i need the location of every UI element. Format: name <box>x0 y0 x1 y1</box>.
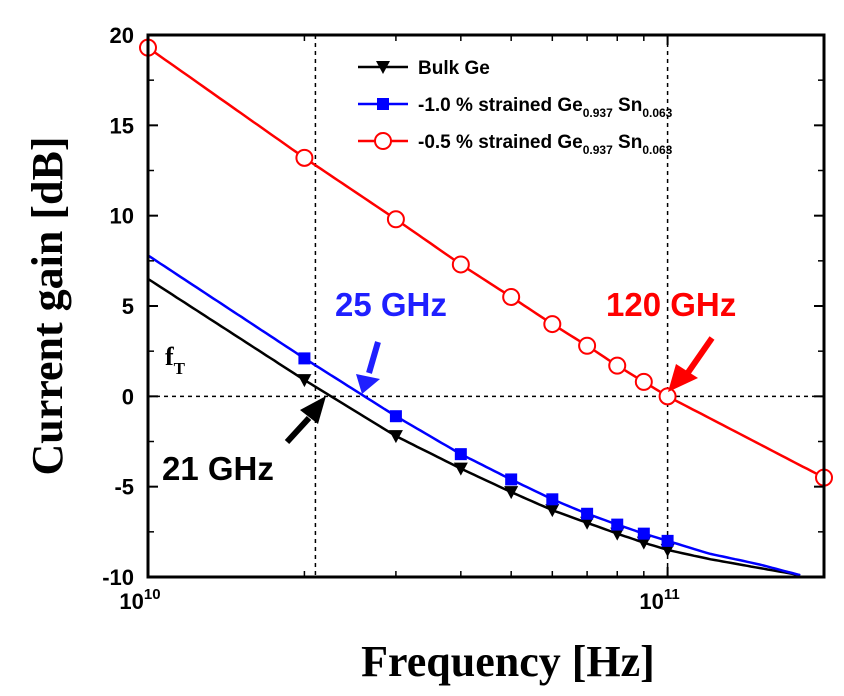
series-1-marker-2 <box>388 430 403 444</box>
ft-label-sub: T <box>174 359 186 378</box>
y-tick-label-6: 20 <box>110 23 134 48</box>
y-tick-label-1: -5 <box>114 475 134 500</box>
x-tick-label-0: 1010 <box>119 586 160 614</box>
legend-label-1-0-mid: Sn <box>613 95 643 116</box>
series-2-marker-7 <box>611 518 624 531</box>
x-tick-label-base-0: 10 <box>119 589 143 614</box>
legend-label-1-0-strained: -1.0 % strained Ge0.937 Sn0.063 <box>418 95 673 120</box>
x-tick-label-exp-0: 10 <box>144 586 161 603</box>
series-1-marker-9 <box>660 543 675 557</box>
series-2-marker-1 <box>298 352 311 365</box>
series-1-marker-5 <box>545 504 560 518</box>
legend-label-0-5-mid: Sn <box>613 132 643 153</box>
legend-label-0-5-sub1: 0.937 <box>583 143 613 157</box>
y-tick-label-2: 0 <box>122 384 134 409</box>
y-tick-label-4: 10 <box>110 204 134 229</box>
series-2-marker-8 <box>637 527 650 540</box>
series-3-marker-6 <box>543 315 562 334</box>
legend-label-1-0-sub2: 0.063 <box>642 106 672 120</box>
series-3-marker-2 <box>295 148 314 167</box>
series-2-marker-2 <box>389 410 402 423</box>
x-tick-label-exp-1: 11 <box>664 586 680 603</box>
legend-label-1-0-main: -1.0 % strained Ge <box>418 95 583 116</box>
arrow-21ghz-head <box>300 396 326 424</box>
arrow-25ghz-head <box>356 374 380 394</box>
series-2-marker-6 <box>581 507 594 520</box>
series-3-marker-8 <box>608 356 627 375</box>
y-tick-label-5: 15 <box>110 113 134 138</box>
x-tick-label-base-1: 10 <box>639 589 663 614</box>
annotation-120ghz-label: 120 GHz <box>606 286 736 323</box>
series-1-marker-7 <box>610 527 625 541</box>
legend-label-0-5-main: -0.5 % strained Ge <box>418 132 583 153</box>
series-2-marker-9 <box>661 534 674 547</box>
series-2-marker-3 <box>454 448 467 461</box>
series-layer <box>148 46 824 577</box>
marker-layer <box>139 38 833 557</box>
arrow-120ghz-head <box>668 364 698 392</box>
series-line-2 <box>148 254 801 577</box>
legend-marker-0-5-strained <box>374 132 392 150</box>
annotation-25ghz: 25 GHz <box>335 286 447 394</box>
y-tick-label-3: 5 <box>122 294 134 319</box>
series-line-3 <box>148 46 824 479</box>
series-3-marker-4 <box>451 255 470 274</box>
ft-label: fT <box>165 342 186 378</box>
series-2-marker-5 <box>546 493 559 506</box>
legend-marker-1-0-strained <box>377 98 389 110</box>
reference-lines <box>148 35 824 577</box>
series-1-marker-1 <box>297 374 312 388</box>
legend-label-0-5-strained: -0.5 % strained Ge0.937 Sn0.063 <box>418 132 673 157</box>
legend-label-1-0-sub1: 0.937 <box>583 106 613 120</box>
legend-marker-bulk-ge <box>376 61 390 74</box>
x-tick-label-1: 1011 <box>639 586 679 614</box>
series-1-marker-6 <box>580 516 595 530</box>
legend: Bulk Ge -1.0 % strained Ge0.937 Sn0.063 … <box>358 58 673 157</box>
y-axis-title: Current gain [dB] <box>23 137 72 476</box>
series-1-marker-8 <box>636 536 651 550</box>
legend-label-0-5-sub2: 0.063 <box>642 143 672 157</box>
ft-label-main: f <box>165 342 174 371</box>
arrow-21ghz <box>284 415 312 445</box>
annotation-21ghz: 21 GHz <box>162 396 326 487</box>
annotation-25ghz-label: 25 GHz <box>335 286 447 323</box>
arrow-25ghz <box>366 341 381 374</box>
y-tick-label-0: -10 <box>102 565 134 590</box>
series-3-marker-10 <box>658 387 677 406</box>
arrow-120ghz <box>684 336 715 376</box>
annotation-21ghz-label: 21 GHz <box>162 450 274 487</box>
series-3-marker-9 <box>634 372 653 391</box>
series-3-marker-5 <box>502 287 521 306</box>
series-line-1 <box>148 277 801 577</box>
series-1-marker-3 <box>453 462 468 476</box>
x-axis-title: Frequency [Hz] <box>361 637 655 686</box>
legend-label-bulk-ge: Bulk Ge <box>418 58 490 79</box>
series-2-marker-4 <box>505 473 518 486</box>
series-3-marker-7 <box>578 336 597 355</box>
series-3-marker-3 <box>386 210 405 229</box>
annotation-120ghz: 120 GHz <box>606 286 736 392</box>
series-1-marker-4 <box>504 486 519 500</box>
